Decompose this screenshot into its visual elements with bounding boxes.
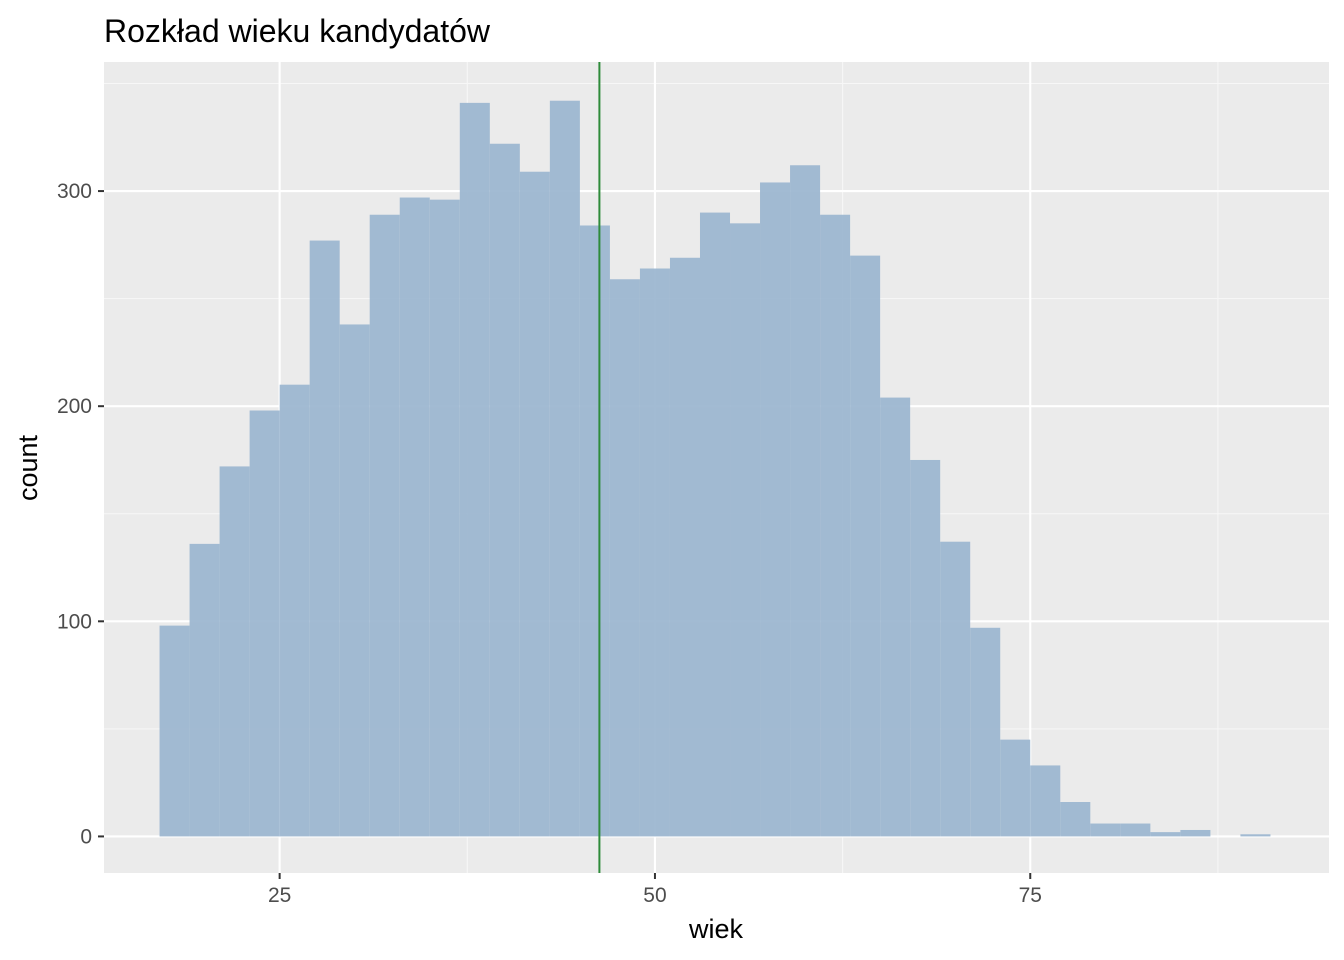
histogram-bar [940,541,971,837]
histogram-bar [850,255,881,837]
x-axis: 25 50 75 [268,873,1042,907]
histogram-bar [189,543,220,837]
histogram-bar [369,214,400,837]
histogram-bar [1000,739,1031,837]
histogram-bar [459,102,490,837]
histogram-bar [790,165,821,837]
histogram-bar [159,625,190,837]
histogram-bar [760,182,791,837]
histogram-bar [549,100,580,837]
x-tick-label: 25 [268,884,291,907]
histogram-bar [910,459,941,837]
histogram-bar [639,268,670,837]
histogram-bar [1030,765,1061,837]
histogram-bar [1090,823,1121,837]
histogram-bar [1240,834,1271,837]
y-tick-label: 0 [80,825,92,848]
histogram-bar [1150,832,1181,837]
histogram-bar [669,257,700,837]
histogram-bar [429,199,460,837]
y-axis-title: count [13,434,43,501]
x-tick-label: 50 [643,884,666,907]
histogram-bar [219,466,250,837]
y-tick-label: 100 [57,610,92,633]
histogram-bar [339,324,370,837]
x-axis-title: wiek [688,914,744,944]
histogram-bar [880,397,911,837]
histogram-bar [489,143,520,837]
y-tick-label: 300 [57,180,92,203]
histogram-bar [970,627,1001,837]
histogram-bar [730,223,761,837]
histogram-bar [609,279,640,837]
histogram-bar [399,197,430,837]
histogram-bar [579,225,610,837]
histogram-bar [309,240,340,837]
histogram-bar [820,214,851,837]
histogram-bar [249,410,280,837]
histogram-bar [699,212,731,837]
histogram-bars [159,100,1271,837]
histogram-bar [519,171,550,837]
histogram-bar [1060,802,1091,837]
chart-title: Rozkład wieku kandydatów [104,13,491,49]
y-axis: 0 100 200 300 [57,180,104,848]
histogram-bar [1120,823,1151,837]
y-tick-label: 200 [57,395,92,418]
x-tick-label: 75 [1019,884,1042,907]
histogram-bar [279,384,310,837]
histogram-bar [1180,829,1211,837]
